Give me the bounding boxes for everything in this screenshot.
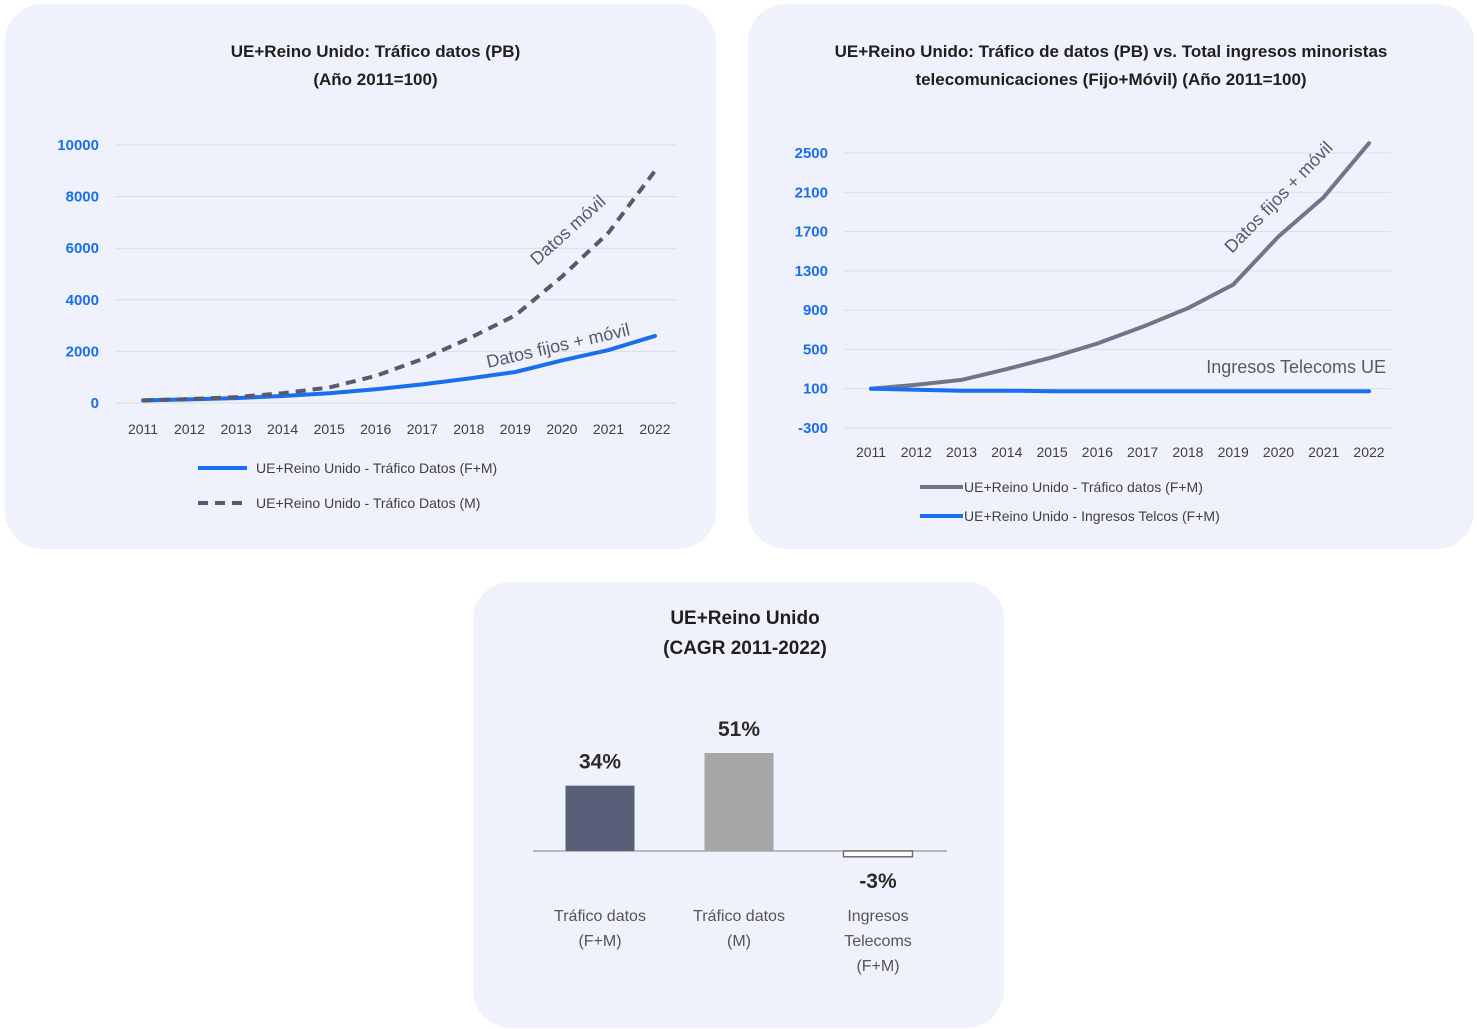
x-tick-label: 2022 (1353, 444, 1384, 460)
category-label: (F+M) (856, 958, 899, 975)
y-tick-label: 4000 (66, 292, 99, 309)
y-tick-label: 8000 (66, 189, 99, 206)
y-tick-label: 2500 (795, 145, 828, 162)
y-tick-label: 10000 (57, 137, 99, 154)
y-tick-label: 0 (91, 395, 99, 412)
bar (565, 785, 635, 851)
chart-title: UE+Reino Unido (CAGR 2011-2022) (473, 604, 1017, 664)
y-tick-label: 2000 (66, 343, 99, 360)
legend-label: UE+Reino Unido - Tráfico Datos (M) (256, 495, 480, 511)
legend-label: UE+Reino Unido - Tráfico Datos (F+M) (256, 460, 497, 476)
x-tick-label: 2013 (221, 421, 252, 437)
x-tick-label: 2014 (991, 444, 1022, 460)
category-label: Tráfico datos (554, 908, 646, 925)
x-tick-label: 2018 (453, 421, 484, 437)
chart-panel-traffic-vs-revenue: UE+Reino Unido: Tráfico de datos (PB) vs… (748, 4, 1474, 549)
bar-chart-cagr: 34% Tráfico datos (F+M) 51% Tráfico datos (M)… (533, 718, 947, 975)
chart-title: UE+Reino Unido: Tráfico datos (PB) (Año … (5, 38, 746, 94)
legend-label: UE+Reino Unido - Tráfico datos (F+M) (964, 479, 1203, 495)
x-tick-label: 2016 (1082, 444, 1113, 460)
bar (842, 850, 914, 858)
x-tick-label: 2018 (1172, 444, 1203, 460)
line-chart-traffic-vs-revenue: -300 100 500 900 1300 1700 2100 2500 2011 2012 201… (795, 137, 1391, 524)
x-tick-label: 2017 (407, 421, 438, 437)
y-tick-label: 900 (803, 302, 828, 319)
x-tick-label: 2017 (1127, 444, 1158, 460)
x-tick-label: 2021 (593, 421, 624, 437)
y-tick-label: 1300 (795, 263, 828, 280)
chart-panel-traffic: UE+Reino Unido: Tráfico datos (PB) (Año … (5, 4, 716, 549)
x-tick-label: 2012 (901, 444, 932, 460)
y-tick-label: -300 (798, 420, 828, 437)
x-tick-label: 2019 (500, 421, 531, 437)
y-tick-label: 100 (803, 381, 828, 398)
chart-title-line-2: (CAGR 2011-2022) (663, 638, 827, 659)
x-tick-label: 2022 (639, 421, 670, 437)
legend-label: UE+Reino Unido - Ingresos Telcos (F+M) (964, 508, 1220, 524)
category-label: Telecoms (844, 933, 912, 950)
category-label: Ingresos (847, 908, 908, 925)
y-tick-label: 2100 (795, 184, 828, 201)
line-chart-traffic: 0 2000 4000 6000 8000 10000 2011 2012 2013 2014 20… (57, 137, 677, 511)
x-tick-label: 2020 (546, 421, 577, 437)
chart-title-line-1: UE+Reino Unido: Tráfico datos (PB) (230, 42, 521, 61)
category-label: Tráfico datos (693, 908, 785, 925)
bar-value-label: -3% (859, 870, 897, 893)
chart-panel-cagr: UE+Reino Unido (CAGR 2011-2022) 34% Tráfi… (473, 582, 1004, 1028)
y-tick-label: 500 (803, 341, 828, 358)
series-annotation: Ingresos Telecoms UE (1206, 357, 1386, 377)
x-tick-label: 2013 (946, 444, 977, 460)
x-tick-label: 2014 (267, 421, 298, 437)
series-annotation: Datos móvil (526, 191, 609, 269)
category-label: (M) (727, 933, 751, 950)
x-tick-label: 2015 (314, 421, 345, 437)
y-tick-label: 6000 (66, 240, 99, 257)
x-tick-label: 2011 (128, 421, 158, 437)
x-tick-label: 2020 (1263, 444, 1294, 460)
x-tick-label: 2021 (1308, 444, 1339, 460)
x-tick-label: 2011 (856, 444, 886, 460)
chart-title: UE+Reino Unido: Tráfico de datos (PB) vs… (748, 38, 1474, 94)
x-tick-label: 2016 (360, 421, 391, 437)
x-tick-label: 2019 (1218, 444, 1249, 460)
series-annotation: Datos fijos + móvil (484, 319, 631, 371)
category-label: (F+M) (578, 933, 621, 950)
x-tick-label: 2012 (174, 421, 205, 437)
bar-value-label: 34% (579, 751, 621, 774)
chart-title-line-1: UE+Reino Unido: Tráfico de datos (PB) vs… (834, 42, 1388, 61)
chart-title-line-2: (Año 2011=100) (313, 70, 438, 89)
bar-value-label: 51% (718, 718, 760, 741)
y-tick-label: 1700 (795, 224, 828, 241)
series-line-2 (869, 386, 1371, 394)
x-tick-label: 2015 (1037, 444, 1068, 460)
series-line-1 (869, 141, 1371, 391)
bar (704, 753, 774, 851)
series-line-2 (142, 169, 657, 403)
chart-title-line-1: UE+Reino Unido (670, 608, 820, 629)
chart-title-line-2: telecomunicaciones (Fijo+Móvil) (Año 201… (915, 70, 1307, 89)
